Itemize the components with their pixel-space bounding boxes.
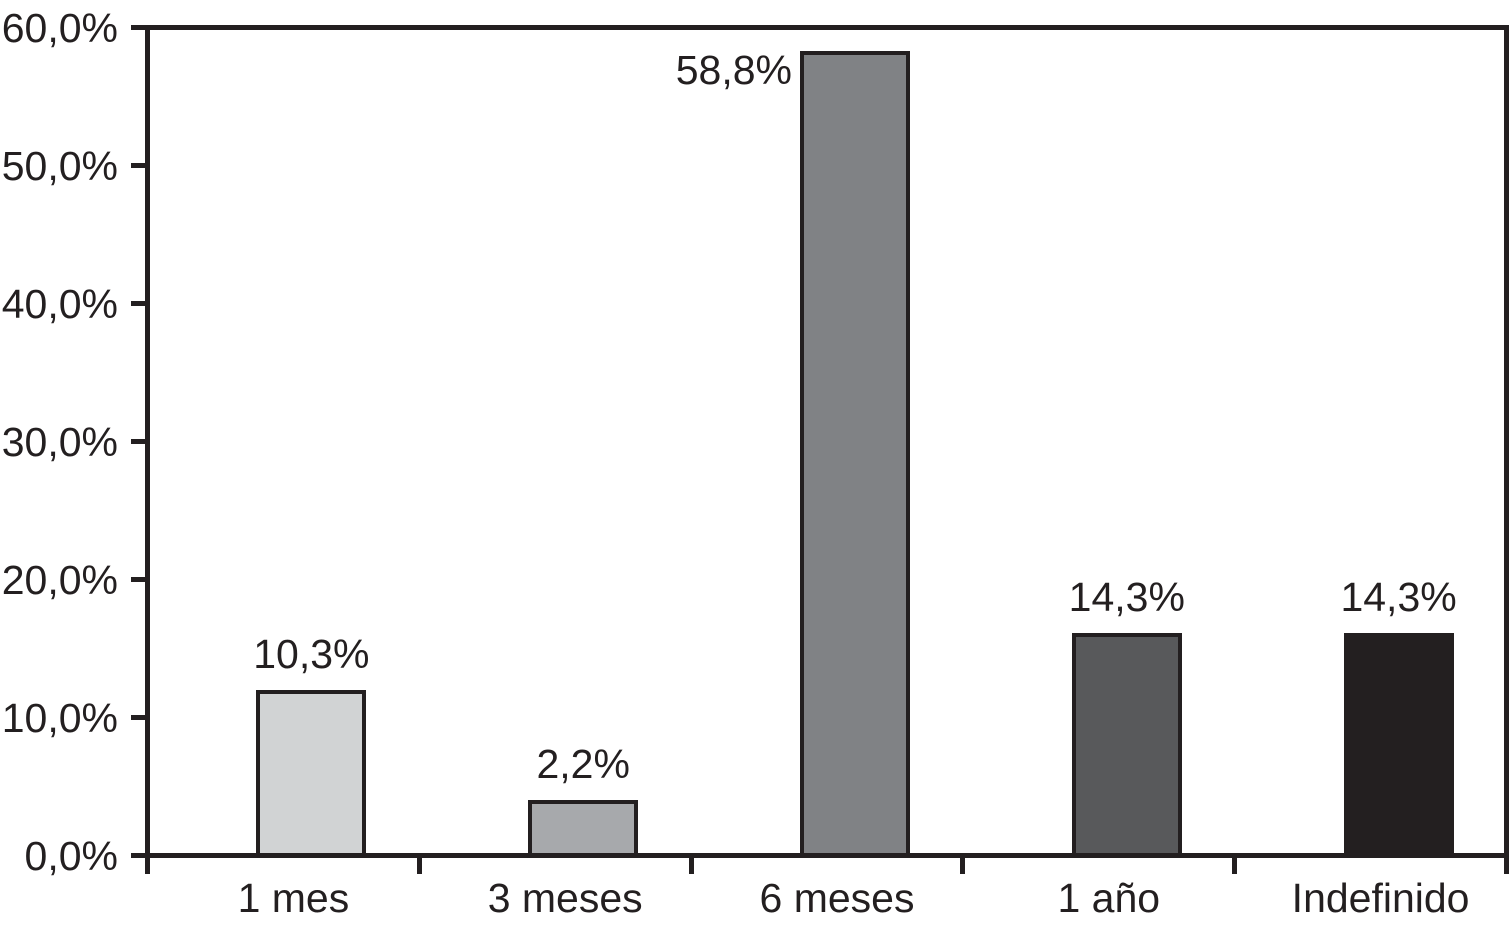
- y-axis-tick: [131, 715, 145, 720]
- bar-indefinido: [1343, 633, 1454, 858]
- bar-value-label: 14,3%: [1068, 574, 1185, 621]
- bar-1-mes: [256, 689, 367, 858]
- x-axis-tick: [960, 857, 966, 874]
- x-axis-tick: [145, 857, 150, 874]
- x-category-label: 3 meses: [487, 875, 643, 921]
- x-category-label: Indefinido: [1291, 875, 1470, 921]
- x-axis-tick: [1504, 857, 1509, 874]
- y-tick-label: 20,0%: [1, 556, 118, 603]
- y-tick-label: 10,0%: [1, 694, 118, 741]
- x-axis-tick: [688, 857, 694, 874]
- bar-value-label: 58,8%: [675, 46, 792, 93]
- x-axis-tick: [1232, 857, 1238, 874]
- bar-value-label: 10,3%: [253, 630, 370, 677]
- bar-3-meses: [528, 800, 639, 858]
- y-axis-tick: [131, 25, 145, 30]
- y-tick-label: 40,0%: [1, 280, 118, 327]
- y-tick-label: 30,0%: [1, 418, 118, 465]
- bar-6-meses: [800, 50, 910, 858]
- bar-1-año: [1071, 633, 1182, 858]
- y-axis-tick: [131, 577, 145, 582]
- x-axis-tick: [416, 857, 422, 874]
- y-tick-label: 50,0%: [1, 142, 118, 189]
- y-tick-label: 60,0%: [1, 4, 118, 51]
- x-category-label: 6 meses: [759, 875, 915, 921]
- y-axis-tick: [131, 163, 145, 168]
- y-axis-tick: [131, 301, 145, 306]
- x-category-label: 1 año: [1057, 875, 1161, 921]
- y-axis-tick: [131, 853, 145, 858]
- y-axis-tick: [131, 439, 145, 444]
- y-tick-label: 0,0%: [24, 832, 118, 879]
- bar-value-label: 2,2%: [536, 741, 630, 788]
- bar-value-label: 14,3%: [1340, 574, 1457, 621]
- x-category-label: 1 mes: [237, 875, 350, 921]
